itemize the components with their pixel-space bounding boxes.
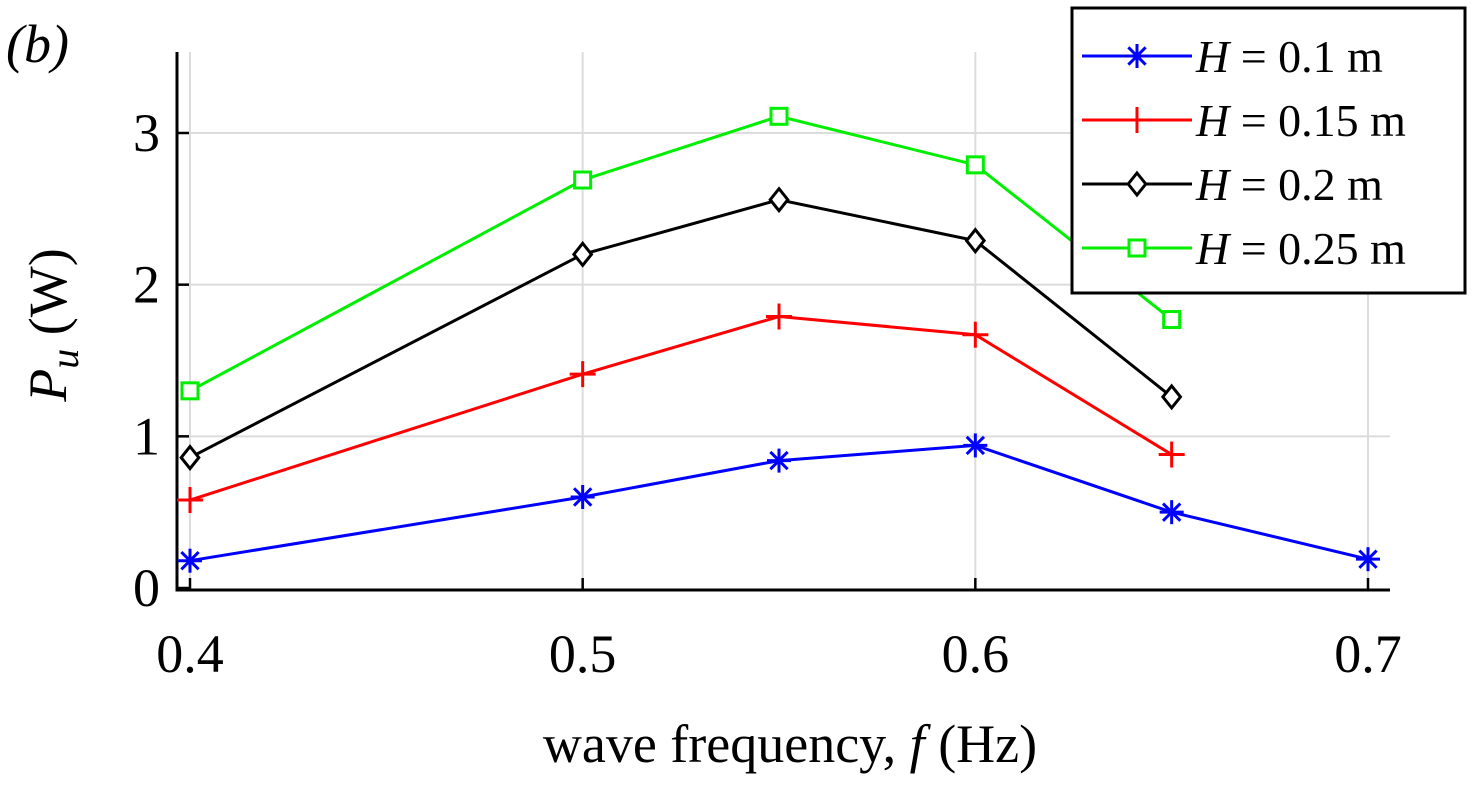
series-2 xyxy=(179,186,1183,471)
series-3-point-2 xyxy=(769,106,789,126)
legend-label-var-1: H xyxy=(1195,95,1232,146)
x-tick-label-1: 0.5 xyxy=(549,624,617,684)
series-1-point-0 xyxy=(177,487,203,514)
y-tick-label-2: 2 xyxy=(133,255,160,315)
legend-swatch-marker-2 xyxy=(1126,170,1148,198)
panel-label: (b) xyxy=(6,14,69,74)
y-tick-label-1: 1 xyxy=(133,406,160,466)
series-2-point-4 xyxy=(1160,383,1183,411)
series-0-point-2 xyxy=(767,448,791,473)
series-2-point-2 xyxy=(768,186,790,214)
series-0-point-0 xyxy=(178,548,202,573)
series-0 xyxy=(178,433,1380,573)
legend-label-2: H = 0.2 m xyxy=(1195,159,1383,210)
legend-swatch-marker-1 xyxy=(1124,107,1150,133)
series-1-point-1 xyxy=(569,361,596,388)
legend-label-rest-3: = 0.25 m xyxy=(1229,223,1406,274)
legend-entry-0: H = 0.1 m xyxy=(1082,31,1383,82)
y-axis-label-variable: P xyxy=(18,369,78,403)
series-3-point-4 xyxy=(1162,310,1182,330)
y-tick-label-3: 3 xyxy=(133,103,160,163)
series-2-point-3 xyxy=(964,227,987,255)
x-axis-label: wave frequency, f (Hz) xyxy=(543,714,1037,774)
y-axis-label: Pu (W) xyxy=(18,248,87,402)
series-0-point-5 xyxy=(1356,547,1380,572)
legend: H = 0.1 mH = 0.15 mH = 0.2 mH = 0.25 m xyxy=(1070,6,1467,295)
legend-entry-1: H = 0.15 m xyxy=(1082,95,1406,146)
series-3 xyxy=(180,106,1182,401)
x-axis-label-unit: (Hz) xyxy=(925,714,1037,774)
series-3-point-3 xyxy=(965,155,985,175)
legend-label-var-2: H xyxy=(1195,159,1232,210)
series-2-line xyxy=(189,198,1173,459)
y-tick-label-0: 0 xyxy=(133,558,160,618)
legend-label-rest-0: = 0.1 m xyxy=(1229,31,1383,82)
series-0-point-4 xyxy=(1159,500,1184,525)
series-2-point-0 xyxy=(179,444,201,471)
axis-lines xyxy=(175,52,1390,592)
series-1-line xyxy=(189,314,1173,502)
x-tick-label-0: 0.4 xyxy=(156,624,224,684)
legend-label-0: H = 0.1 m xyxy=(1195,31,1383,82)
series-0-line xyxy=(189,443,1369,563)
axes: 0.4 0.5 0.6 0.7 0 1 2 3 xyxy=(133,52,1402,684)
legend-label-1: H = 0.15 m xyxy=(1195,95,1406,146)
legend-label-var-3: H xyxy=(1195,223,1232,274)
series-1 xyxy=(177,303,1185,514)
series-1-point-2 xyxy=(766,303,792,330)
series-3-point-1 xyxy=(573,170,593,190)
series-3-line xyxy=(189,114,1173,393)
series-group xyxy=(177,106,1380,573)
legend-label-rest-1: = 0.15 m xyxy=(1229,95,1406,146)
series-0-point-1 xyxy=(570,485,595,509)
x-tick-label-3: 0.7 xyxy=(1334,624,1402,684)
series-2-point-1 xyxy=(571,240,594,268)
series-1-point-3 xyxy=(962,321,989,348)
series-0-point-3 xyxy=(963,433,988,458)
series-1-point-4 xyxy=(1158,441,1185,468)
y-axis-label-unit: (W) xyxy=(18,248,78,348)
y-axis-label-subscript: u xyxy=(42,349,87,369)
legend-entry-2: H = 0.2 m xyxy=(1082,159,1383,210)
legend-swatch-marker-0 xyxy=(1125,44,1149,68)
legend-entry-3: H = 0.25 m xyxy=(1082,223,1406,274)
legend-swatch-marker-3 xyxy=(1127,238,1147,258)
legend-label-var-0: H xyxy=(1195,31,1232,82)
series-3-point-0 xyxy=(180,381,200,401)
x-axis-label-prefix: wave frequency, xyxy=(543,714,910,774)
legend-label-3: H = 0.25 m xyxy=(1195,223,1406,274)
x-tick-label-2: 0.6 xyxy=(942,624,1010,684)
legend-label-rest-2: = 0.2 m xyxy=(1229,159,1383,210)
